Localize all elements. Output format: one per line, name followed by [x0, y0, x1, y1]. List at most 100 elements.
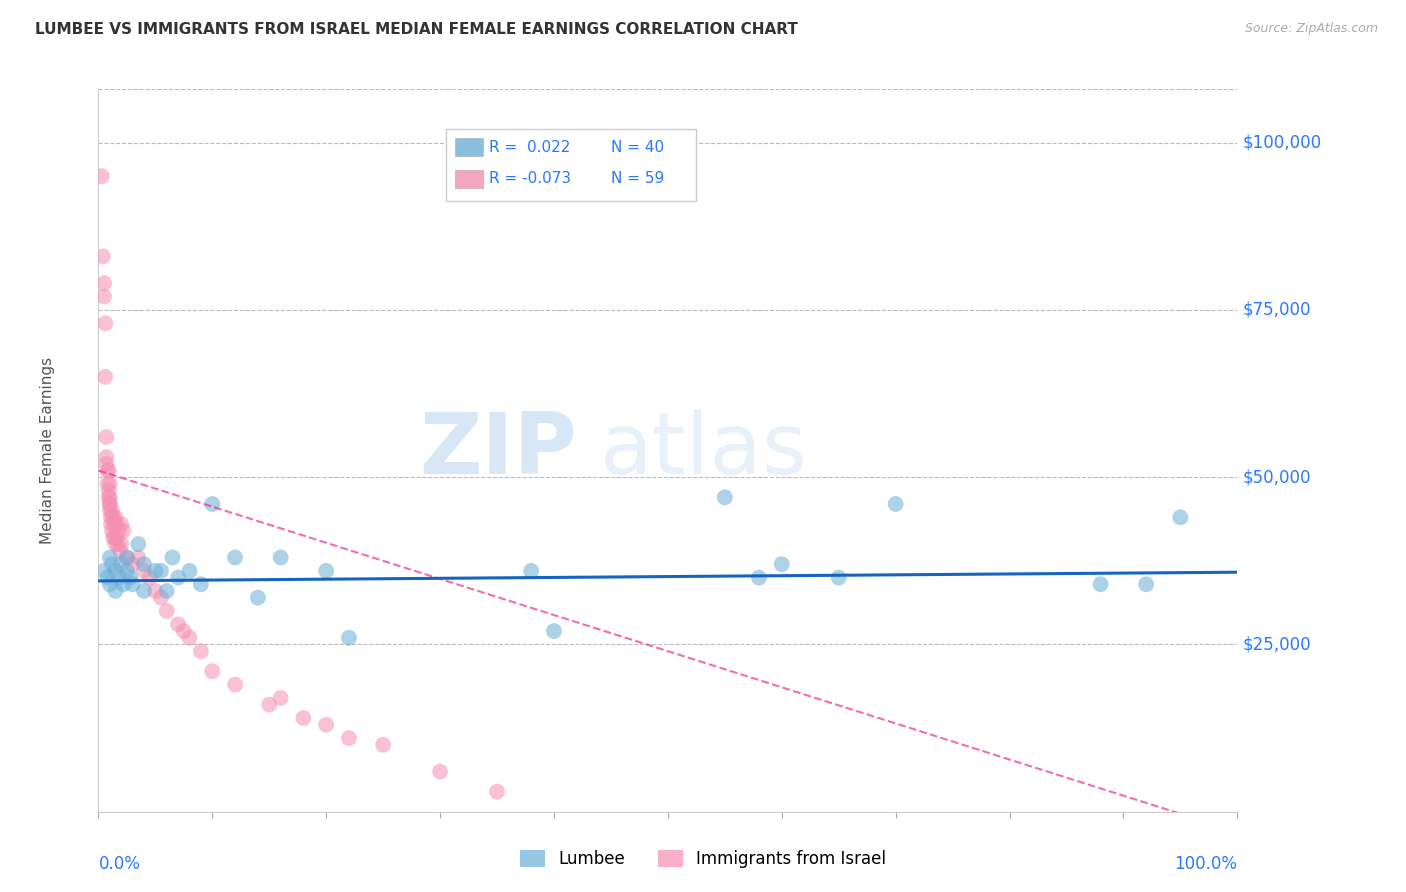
Point [96, 571, 118, 585]
Point [270, 690, 292, 705]
Point [97, 483, 120, 498]
Point [201, 664, 224, 679]
Point [486, 785, 509, 799]
Point [884, 497, 907, 511]
Text: LUMBEE VS IMMIGRANTS FROM ISRAEL MEDIAN FEMALE EARNINGS CORRELATION CHART: LUMBEE VS IMMIGRANTS FROM ISRAEL MEDIAN … [35, 22, 799, 37]
Point [1170, 510, 1192, 524]
Point [103, 530, 125, 544]
Point [98, 497, 121, 511]
Point [132, 584, 155, 599]
Text: Median Female Earnings: Median Female Earnings [39, 357, 55, 544]
Point [770, 557, 793, 572]
Point [224, 678, 246, 692]
Point [315, 717, 337, 731]
Point [93, 276, 115, 290]
Point [98, 476, 121, 491]
Point [97, 491, 120, 505]
Point [246, 591, 269, 605]
Point [429, 764, 451, 779]
Point [103, 510, 125, 524]
Point [190, 577, 212, 591]
Text: $100,000: $100,000 [1243, 134, 1322, 152]
Point [132, 557, 155, 572]
Point [520, 564, 543, 578]
Point [315, 564, 337, 578]
Point [543, 624, 565, 639]
FancyBboxPatch shape [456, 170, 484, 188]
Point [292, 711, 315, 725]
Text: atlas: atlas [599, 409, 807, 492]
Point [93, 289, 115, 303]
Point [121, 577, 143, 591]
Point [127, 550, 149, 565]
Point [98, 550, 121, 565]
Point [101, 557, 124, 572]
Text: $50,000: $50,000 [1243, 468, 1312, 486]
Point [190, 644, 212, 658]
Point [108, 524, 131, 538]
Point [110, 517, 132, 532]
Point [100, 510, 122, 524]
Point [179, 564, 201, 578]
Point [1090, 577, 1112, 591]
Point [828, 571, 851, 585]
Point [98, 491, 121, 505]
Point [108, 571, 131, 585]
Point [173, 624, 195, 639]
Point [167, 571, 190, 585]
Point [127, 537, 149, 551]
Point [115, 564, 138, 578]
Text: Source: ZipAtlas.com: Source: ZipAtlas.com [1244, 22, 1378, 36]
Point [91, 249, 114, 264]
Point [107, 537, 129, 551]
Point [145, 564, 167, 578]
Text: R = -0.073: R = -0.073 [489, 170, 571, 186]
Text: $75,000: $75,000 [1243, 301, 1312, 319]
Point [101, 524, 124, 538]
Point [150, 564, 173, 578]
Point [97, 464, 120, 478]
Text: $25,000: $25,000 [1243, 635, 1312, 654]
Point [98, 577, 121, 591]
Point [337, 731, 360, 746]
Point [104, 537, 127, 551]
Point [98, 497, 121, 511]
Point [104, 584, 127, 599]
Point [714, 491, 737, 505]
Point [1135, 577, 1157, 591]
Point [94, 316, 117, 330]
Point [162, 550, 184, 565]
Point [96, 476, 118, 491]
Point [270, 550, 292, 565]
Point [110, 557, 132, 572]
Point [115, 550, 138, 565]
Point [179, 631, 201, 645]
Point [96, 450, 118, 464]
Point [103, 517, 125, 532]
Text: N = 40: N = 40 [610, 139, 664, 154]
Point [121, 557, 143, 572]
Point [150, 591, 173, 605]
Point [93, 564, 115, 578]
Point [96, 464, 118, 478]
Text: 100.0%: 100.0% [1174, 855, 1237, 873]
Point [101, 503, 124, 517]
Point [98, 503, 121, 517]
Point [120, 571, 142, 585]
Point [110, 537, 132, 551]
Point [167, 617, 190, 632]
Point [112, 577, 135, 591]
Point [108, 543, 131, 558]
Point [96, 430, 118, 444]
Text: ZIP: ZIP [419, 409, 576, 492]
Text: R =  0.022: R = 0.022 [489, 139, 571, 154]
Point [105, 517, 128, 532]
Point [112, 524, 135, 538]
Point [132, 564, 155, 578]
Legend: Lumbee, Immigrants from Israel: Lumbee, Immigrants from Israel [513, 843, 893, 875]
Point [100, 517, 122, 532]
Point [103, 530, 125, 544]
Point [201, 497, 224, 511]
Point [96, 457, 118, 471]
Point [371, 738, 394, 752]
